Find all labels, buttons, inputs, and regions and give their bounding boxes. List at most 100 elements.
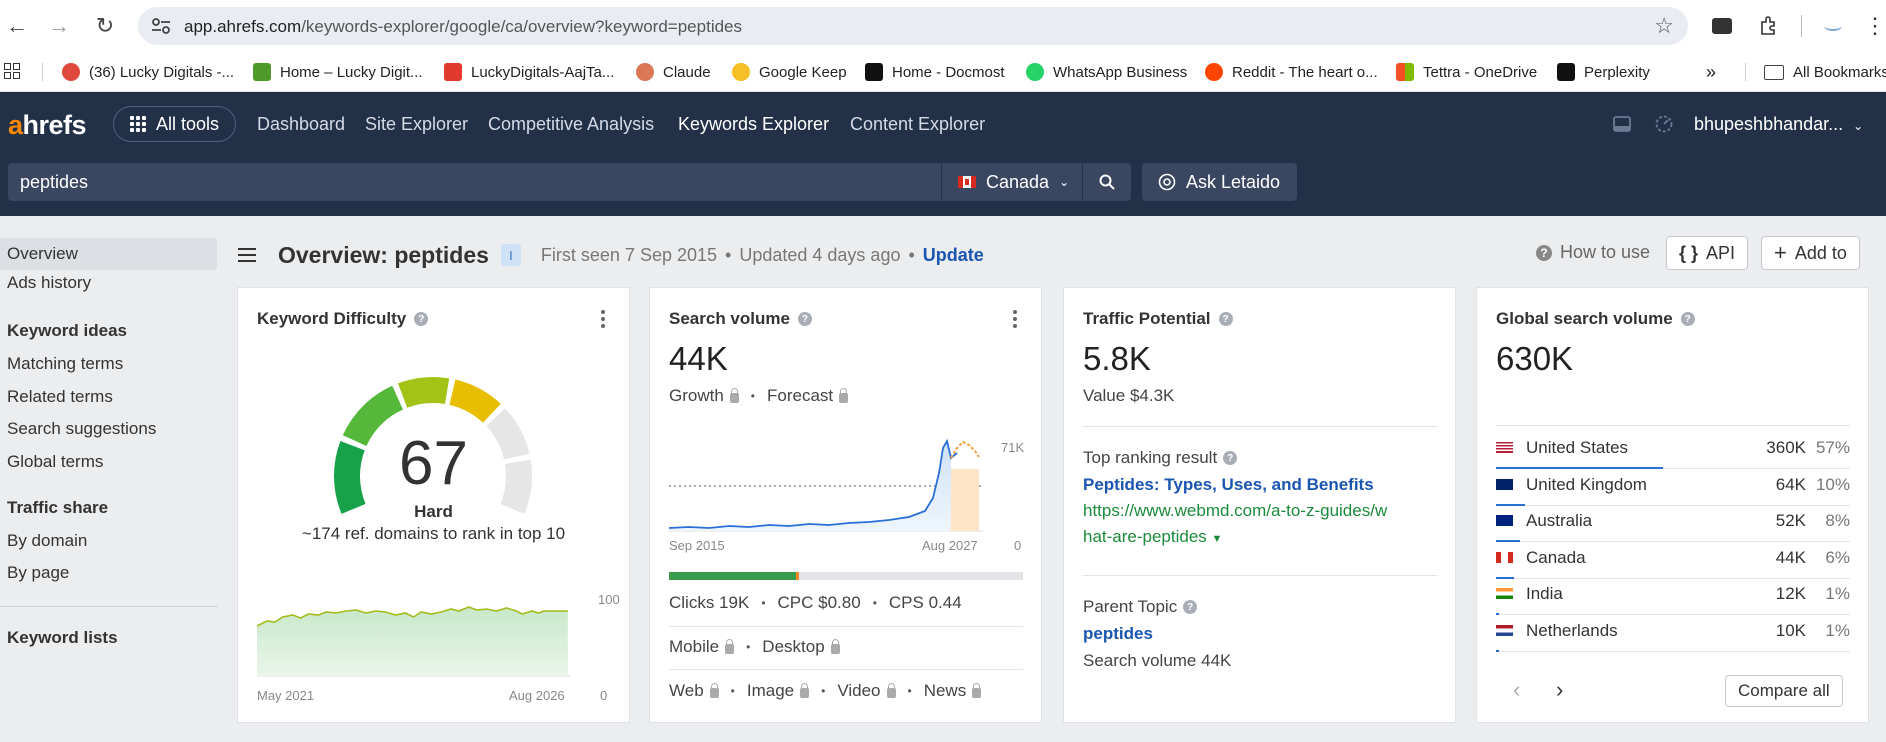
- add-to-button[interactable]: + Add to: [1761, 236, 1860, 270]
- all-tools-button[interactable]: All tools: [113, 106, 236, 142]
- reload-icon[interactable]: ↻: [95, 13, 115, 38]
- update-link[interactable]: Update: [922, 244, 984, 265]
- back-arrow-icon[interactable]: ←: [6, 13, 28, 38]
- paid-clicks-segment: [796, 572, 799, 580]
- extensions-puzzle-icon[interactable]: [1755, 13, 1781, 39]
- country-share: 1%: [1825, 620, 1850, 640]
- bookmark-item[interactable]: WhatsApp Business: [1026, 61, 1187, 83]
- sidebar-item-by-page[interactable]: By page: [7, 563, 70, 582]
- sidebar-item-by-domain[interactable]: By domain: [7, 531, 88, 550]
- sidebar-item-matching-terms[interactable]: Matching terms: [7, 354, 124, 373]
- prev-page-chevron-icon[interactable]: ‹: [1513, 677, 1521, 702]
- bookmark-item[interactable]: (36) Lucky Digitals -...: [62, 61, 234, 83]
- site-settings-icon[interactable]: [150, 16, 172, 36]
- apps-grid-icon[interactable]: [4, 63, 20, 79]
- country-flag-icon: [1496, 478, 1513, 490]
- intent-badge[interactable]: I: [500, 244, 521, 266]
- more-bookmarks-chevron-icon[interactable]: »: [1706, 61, 1717, 82]
- help-icon[interactable]: ?: [1218, 312, 1233, 326]
- nav-dashboard[interactable]: Dashboard: [257, 114, 346, 134]
- bookmark-item[interactable]: Home – Lucky Digit...: [253, 61, 423, 83]
- parent-topic-link[interactable]: peptides: [1083, 624, 1153, 643]
- search-volume-line: [669, 438, 958, 529]
- more-options-icon[interactable]: [1013, 310, 1017, 328]
- country-row[interactable]: United Kingdom 64K 10%: [1496, 463, 1850, 506]
- forecast-line: [950, 440, 980, 459]
- sidebar-keyword-lists[interactable]: Keyword lists: [7, 628, 118, 647]
- country-flag-icon: [1496, 551, 1513, 563]
- help-icon[interactable]: ?: [1680, 312, 1695, 326]
- how-to-use-link[interactable]: ? How to use: [1536, 242, 1650, 263]
- clicks-bar: [669, 572, 1023, 580]
- url-text[interactable]: app.ahrefs.com/keywords-explorer/google/…: [184, 17, 743, 36]
- country-select[interactable]: Canada ⌄: [942, 163, 1082, 201]
- country-row[interactable]: Netherlands 10K 1%: [1496, 609, 1850, 652]
- ask-letaido-button[interactable]: Ask Letaido: [1142, 163, 1297, 201]
- bookmark-item[interactable]: Google Keep: [732, 61, 847, 83]
- lock-icon: [709, 682, 719, 698]
- traffic-value: Value $4.3K: [1083, 386, 1175, 405]
- nav-site-explorer[interactable]: Site Explorer: [365, 114, 469, 134]
- top-ranking-url-link[interactable]: https://www.webmd.com/a-to-z-guides/w ha…: [1083, 501, 1388, 546]
- next-page-chevron-icon[interactable]: ›: [1556, 677, 1564, 702]
- panel-icon[interactable]: [1612, 114, 1632, 134]
- sidebar-item-search-suggestions[interactable]: Search suggestions: [7, 419, 157, 438]
- growth-forecast-row: Growth • Forecast: [669, 386, 849, 406]
- help-icon[interactable]: ?: [414, 312, 429, 326]
- profile-avatar-icon[interactable]: [1820, 13, 1846, 39]
- search-volume-chart: [669, 438, 983, 532]
- lock-icon: [886, 682, 896, 698]
- lock-icon: [725, 638, 735, 654]
- user-menu[interactable]: bhupeshbhandar... ⌄: [1694, 114, 1864, 134]
- country-row[interactable]: India 12K 1%: [1496, 572, 1850, 615]
- bookmark-item[interactable]: Claude: [636, 61, 711, 83]
- nav-keywords-explorer[interactable]: Keywords Explorer: [678, 114, 830, 134]
- bookmark-favicon-icon: [1205, 63, 1223, 81]
- sidebar-item-global-terms[interactable]: Global terms: [7, 452, 104, 471]
- search-button[interactable]: [1083, 163, 1131, 201]
- browser-menu-icon[interactable]: ⋮: [1864, 13, 1886, 38]
- forward-arrow-icon[interactable]: →: [48, 13, 70, 38]
- country-name: United States: [1526, 438, 1629, 457]
- sidebar-item-overview[interactable]: Overview: [0, 238, 217, 270]
- more-options-icon[interactable]: [601, 310, 605, 328]
- bookmark-item[interactable]: Home - Docmost: [865, 61, 1005, 83]
- ahrefs-logo[interactable]: ahrefs: [8, 110, 87, 140]
- bookmark-item[interactable]: Perplexity: [1557, 61, 1650, 83]
- country-row[interactable]: Canada 44K 6%: [1496, 536, 1850, 579]
- menu-toggle-icon[interactable]: [238, 248, 256, 262]
- nav-competitive-analysis[interactable]: Competitive Analysis: [488, 114, 655, 134]
- country-share-bar: [1496, 649, 1499, 652]
- chevron-down-icon: ⌄: [1853, 119, 1864, 133]
- row-divider: [1496, 504, 1850, 506]
- sidebar-item-related-terms[interactable]: Related terms: [7, 387, 113, 406]
- bookmark-item[interactable]: Reddit - The heart o...: [1205, 61, 1378, 83]
- country-row[interactable]: United States 360K 57%: [1496, 426, 1850, 469]
- sidebar-item-ads-history[interactable]: Ads history: [7, 273, 92, 292]
- bookmark-favicon-icon: [1557, 63, 1575, 81]
- divider: [669, 626, 1023, 627]
- extension-icon[interactable]: [1709, 13, 1735, 39]
- divider: [669, 669, 1023, 670]
- help-icon[interactable]: ?: [797, 312, 812, 326]
- top-ranking-title-link[interactable]: Peptides: Types, Uses, and Benefits: [1083, 475, 1374, 494]
- bookmark-item[interactable]: LuckyDigitals-AajTa...: [444, 61, 614, 83]
- api-button[interactable]: { } API: [1666, 236, 1749, 270]
- bookmark-favicon-icon: [636, 63, 654, 81]
- country-row[interactable]: Australia 52K 8%: [1496, 499, 1850, 542]
- sidebar: Overview Ads history Keyword ideas Match…: [0, 216, 218, 742]
- help-icon[interactable]: ?: [1223, 451, 1238, 465]
- bookmark-star-icon[interactable]: ☆: [1654, 13, 1674, 38]
- compare-all-button[interactable]: Compare all: [1725, 675, 1843, 707]
- gauge-icon[interactable]: [1654, 114, 1674, 134]
- address-bar[interactable]: app.ahrefs.com/keywords-explorer/google/…: [138, 7, 1688, 45]
- help-icon[interactable]: ?: [1183, 600, 1198, 614]
- all-bookmarks-folder[interactable]: All Bookmarks: [1764, 61, 1886, 83]
- nav-content-explorer[interactable]: Content Explorer: [850, 114, 986, 134]
- keyword-search-input[interactable]: peptides: [8, 163, 941, 201]
- keyword-search-bar: peptides Canada ⌄ Ask Letaido: [0, 156, 1886, 216]
- braces-icon: { }: [1679, 242, 1699, 263]
- sidebar-heading-keyword-ideas[interactable]: Keyword ideas: [7, 321, 127, 340]
- bookmark-item[interactable]: Tettra - OneDrive: [1396, 61, 1537, 83]
- sidebar-heading-traffic-share[interactable]: Traffic share: [7, 498, 109, 517]
